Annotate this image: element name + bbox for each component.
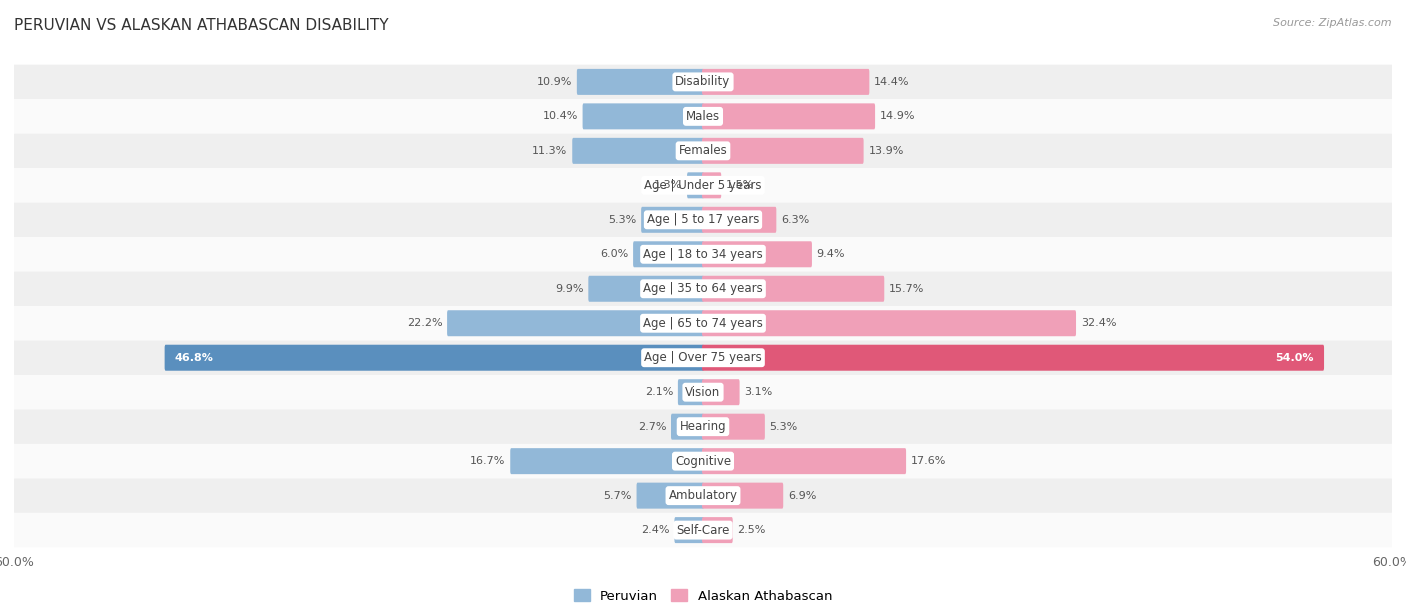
Text: Females: Females: [679, 144, 727, 157]
Text: 32.4%: 32.4%: [1081, 318, 1116, 328]
FancyBboxPatch shape: [641, 207, 704, 233]
Text: 13.9%: 13.9%: [869, 146, 904, 156]
FancyBboxPatch shape: [702, 517, 733, 543]
FancyBboxPatch shape: [702, 483, 783, 509]
Text: Source: ZipAtlas.com: Source: ZipAtlas.com: [1274, 18, 1392, 28]
Text: 2.5%: 2.5%: [738, 525, 766, 535]
Text: 10.4%: 10.4%: [543, 111, 578, 121]
FancyBboxPatch shape: [688, 173, 704, 198]
FancyBboxPatch shape: [14, 133, 1392, 168]
FancyBboxPatch shape: [702, 448, 905, 474]
FancyBboxPatch shape: [633, 241, 704, 267]
FancyBboxPatch shape: [14, 479, 1392, 513]
FancyBboxPatch shape: [576, 69, 704, 95]
FancyBboxPatch shape: [14, 340, 1392, 375]
FancyBboxPatch shape: [14, 375, 1392, 409]
FancyBboxPatch shape: [671, 414, 704, 439]
FancyBboxPatch shape: [702, 207, 776, 233]
Text: 2.7%: 2.7%: [638, 422, 666, 431]
FancyBboxPatch shape: [637, 483, 704, 509]
Legend: Peruvian, Alaskan Athabascan: Peruvian, Alaskan Athabascan: [568, 584, 838, 608]
Text: Vision: Vision: [685, 386, 721, 398]
Text: 17.6%: 17.6%: [911, 456, 946, 466]
FancyBboxPatch shape: [14, 409, 1392, 444]
Text: Age | Over 75 years: Age | Over 75 years: [644, 351, 762, 364]
FancyBboxPatch shape: [702, 173, 721, 198]
Text: 11.3%: 11.3%: [533, 146, 568, 156]
Text: 1.3%: 1.3%: [654, 181, 682, 190]
Text: Age | 65 to 74 years: Age | 65 to 74 years: [643, 317, 763, 330]
Text: 46.8%: 46.8%: [174, 353, 214, 363]
FancyBboxPatch shape: [572, 138, 704, 164]
Text: 22.2%: 22.2%: [406, 318, 443, 328]
Text: 2.4%: 2.4%: [641, 525, 669, 535]
FancyBboxPatch shape: [510, 448, 704, 474]
FancyBboxPatch shape: [582, 103, 704, 129]
FancyBboxPatch shape: [14, 203, 1392, 237]
FancyBboxPatch shape: [702, 310, 1076, 336]
Text: 54.0%: 54.0%: [1275, 353, 1313, 363]
Text: Age | 5 to 17 years: Age | 5 to 17 years: [647, 214, 759, 226]
FancyBboxPatch shape: [14, 513, 1392, 547]
FancyBboxPatch shape: [702, 345, 1324, 371]
Text: Age | Under 5 years: Age | Under 5 years: [644, 179, 762, 192]
Text: 10.9%: 10.9%: [537, 77, 572, 87]
FancyBboxPatch shape: [702, 103, 875, 129]
FancyBboxPatch shape: [14, 444, 1392, 479]
Text: 9.9%: 9.9%: [555, 284, 583, 294]
Text: 5.3%: 5.3%: [769, 422, 797, 431]
Text: Cognitive: Cognitive: [675, 455, 731, 468]
Text: Age | 35 to 64 years: Age | 35 to 64 years: [643, 282, 763, 295]
Text: 2.1%: 2.1%: [645, 387, 673, 397]
Text: Disability: Disability: [675, 75, 731, 88]
Text: 6.9%: 6.9%: [787, 491, 817, 501]
Text: 16.7%: 16.7%: [470, 456, 506, 466]
Text: Ambulatory: Ambulatory: [668, 489, 738, 502]
FancyBboxPatch shape: [702, 276, 884, 302]
FancyBboxPatch shape: [14, 272, 1392, 306]
FancyBboxPatch shape: [14, 99, 1392, 133]
Text: 9.4%: 9.4%: [817, 249, 845, 259]
FancyBboxPatch shape: [14, 65, 1392, 99]
FancyBboxPatch shape: [14, 306, 1392, 340]
Text: 14.4%: 14.4%: [875, 77, 910, 87]
Text: Hearing: Hearing: [679, 420, 727, 433]
FancyBboxPatch shape: [702, 414, 765, 439]
Text: Age | 18 to 34 years: Age | 18 to 34 years: [643, 248, 763, 261]
Text: 5.7%: 5.7%: [603, 491, 631, 501]
Text: 1.5%: 1.5%: [725, 181, 754, 190]
Text: 3.1%: 3.1%: [744, 387, 772, 397]
Text: 15.7%: 15.7%: [889, 284, 924, 294]
FancyBboxPatch shape: [14, 237, 1392, 272]
FancyBboxPatch shape: [702, 69, 869, 95]
Text: Males: Males: [686, 110, 720, 123]
Text: 5.3%: 5.3%: [609, 215, 637, 225]
FancyBboxPatch shape: [675, 517, 704, 543]
FancyBboxPatch shape: [14, 168, 1392, 203]
FancyBboxPatch shape: [702, 138, 863, 164]
Text: 6.3%: 6.3%: [782, 215, 810, 225]
Text: PERUVIAN VS ALASKAN ATHABASCAN DISABILITY: PERUVIAN VS ALASKAN ATHABASCAN DISABILIT…: [14, 18, 388, 34]
FancyBboxPatch shape: [702, 379, 740, 405]
FancyBboxPatch shape: [702, 241, 811, 267]
FancyBboxPatch shape: [678, 379, 704, 405]
Text: 6.0%: 6.0%: [600, 249, 628, 259]
Text: 14.9%: 14.9%: [880, 111, 915, 121]
FancyBboxPatch shape: [165, 345, 704, 371]
FancyBboxPatch shape: [447, 310, 704, 336]
FancyBboxPatch shape: [588, 276, 704, 302]
Text: Self-Care: Self-Care: [676, 524, 730, 537]
